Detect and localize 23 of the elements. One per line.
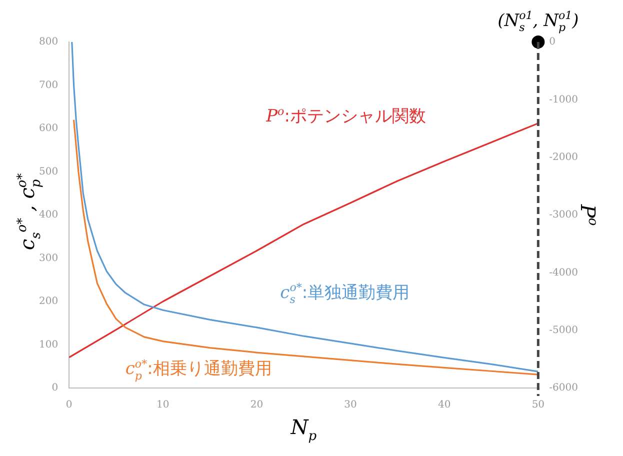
x-tick-label: 10 [156, 400, 170, 411]
x-tick-label: 50 [532, 400, 545, 411]
y2-tick-label: -2000 [549, 152, 578, 163]
y-tick-label: 300 [38, 252, 58, 264]
x-tick-label: 40 [438, 400, 451, 411]
y2-tick-label: -1000 [549, 94, 578, 106]
y2-tick-label: -5000 [549, 324, 578, 336]
y2-tick-label: 0 [549, 36, 556, 48]
y-tick-label: 0 [52, 382, 58, 394]
y2-tick-label: -6000 [549, 382, 578, 394]
y2-tick-label: -4000 [549, 267, 578, 278]
x-tick-label: 20 [250, 400, 264, 411]
y-tick-label: 700 [38, 80, 58, 91]
y-tick-label: 100 [38, 339, 58, 350]
y-tick-label: 600 [38, 123, 58, 134]
y2-axis-title: Po [576, 203, 600, 226]
y2-tick-label: -3000 [549, 210, 578, 221]
y-tick-label: 400 [38, 210, 58, 221]
x-tick-label: 0 [66, 400, 72, 411]
y-tick-label: 500 [38, 166, 58, 178]
x-tick-label: 30 [344, 400, 357, 411]
y-tick-label: 200 [38, 296, 58, 308]
y-tick-label: 800 [38, 36, 58, 48]
